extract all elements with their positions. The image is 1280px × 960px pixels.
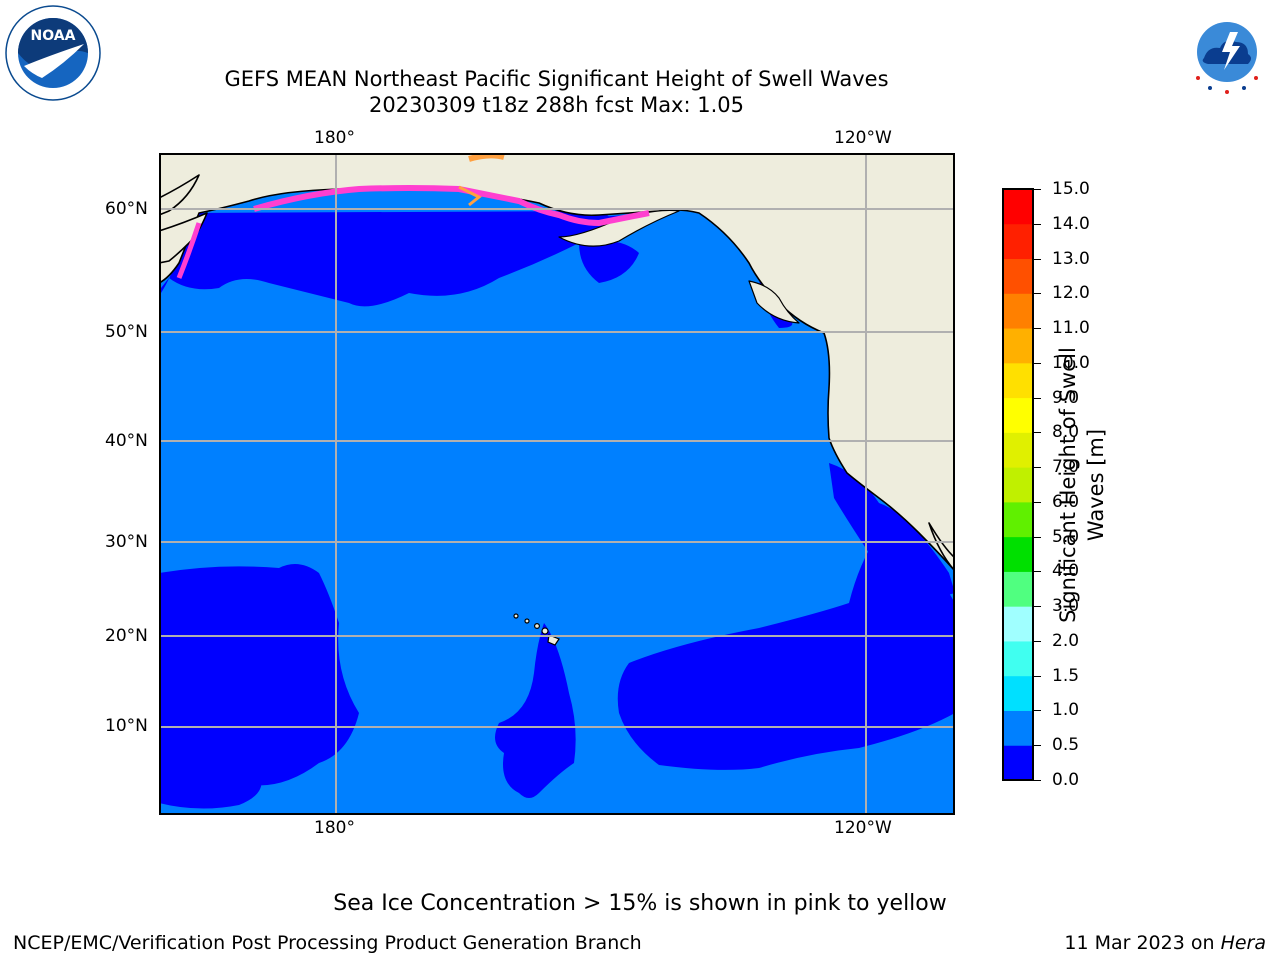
colorbar-tick-label: 0.5 [1052,735,1080,756]
colorbar-tick-label: 2.0 [1052,630,1080,651]
colorbar-swatch [1003,640,1033,677]
generation-date: 11 Mar 2023 on [1064,932,1221,954]
colorbar-tick-label: 14.0 [1052,213,1090,234]
generation-host: Hera [1220,932,1266,954]
noaa-logo-text: NOAA [31,28,76,44]
colorbar-swatch [1003,536,1033,572]
colorbar-swatch [1003,432,1033,468]
lat-label-50n: 50°N [105,322,148,342]
colorbar-tick-mark [1034,745,1041,747]
land [159,153,955,572]
colorbar-swatch [1003,467,1033,503]
nws-logo [1178,2,1276,100]
colorbar-tick-label: 1.5 [1052,665,1080,686]
lon-label-top-180: 180° [314,128,355,148]
colorbar-tick-label: 10.0 [1052,352,1090,373]
lon-label-bottom-180: 180° [314,818,355,838]
colorbar-swatch [1003,189,1033,225]
colorbar-tick-mark [1034,397,1041,399]
sea-ice-note: Sea Ice Concentration > 15% is shown in … [333,891,947,916]
colorbar-tick-mark [1034,640,1041,642]
colorbar [1002,188,1034,781]
colorbar-tick-mark [1034,536,1041,538]
colorbar-tick-label: 1.0 [1052,700,1080,721]
colorbar-swatches [1002,188,1034,781]
colorbar-tick-mark [1034,189,1041,190]
colorbar-label: Significant Height of Swell Waves [m] [1056,347,1108,623]
lat-label-40n: 40°N [105,431,148,451]
graticule [159,153,955,815]
colorbar-swatch [1003,328,1033,364]
colorbar-swatch [1003,293,1033,329]
colorbar-tick-label: 13.0 [1052,248,1090,269]
colorbar-tick-mark [1034,467,1041,469]
swell-height-map [159,153,955,815]
chart-subtitle: 20230309 t18z 288h fcst Max: 1.05 [369,93,744,117]
colorbar-swatch [1003,223,1033,260]
colorbar-swatch [1003,397,1033,433]
colorbar-tick-mark [1034,293,1041,295]
colorbar-frame [1002,188,1034,781]
colorbar-tick-mark [1034,606,1041,608]
colorbar-tick-label: 4.0 [1052,561,1080,582]
colorbar-tick-mark [1034,780,1041,781]
colorbar-swatch [1003,710,1033,746]
lon-label-top-120w: 120°W [834,128,892,148]
colorbar-tick-label: 9.0 [1052,387,1080,408]
colorbar-tick-mark [1034,675,1041,677]
colorbar-tick-label: 12.0 [1052,283,1090,304]
generation-stamp: 11 Mar 2023 on Hera [1064,931,1266,955]
colorbar-swatch [1003,675,1033,711]
colorbar-tick-mark [1034,432,1041,434]
colorbar-swatch [1003,501,1033,538]
map-panel [159,153,955,815]
colorbar-tick-label: 3.0 [1052,596,1080,617]
colorbar-swatch [1003,571,1033,607]
colorbar-tick-label: 15.0 [1052,179,1090,199]
colorbar-tick-mark [1034,362,1041,364]
colorbar-tick-label: 0.0 [1052,770,1080,790]
colorbar-tick-label: 6.0 [1052,491,1080,512]
lat-label-30n: 30°N [105,532,148,552]
colorbar-swatch [1003,258,1033,294]
producer-credit: NCEP/EMC/Verification Post Processing Pr… [13,932,642,954]
colorbar-tick-label: 7.0 [1052,457,1080,478]
colorbar-tick-mark [1034,328,1041,330]
colorbar-tick-label: 11.0 [1052,318,1090,339]
colorbar-swatch [1003,362,1033,399]
colorbar-tick-label: 5.0 [1052,526,1080,547]
colorbar-tick-label: 8.0 [1052,422,1080,443]
map-frame [159,153,955,815]
colorbar-tick-mark [1034,710,1041,712]
lat-label-60n: 60°N [105,199,148,219]
chart-title: GEFS MEAN Northeast Pacific Significant … [224,67,889,91]
colorbar-swatch [1003,606,1033,642]
colorbar-tick-mark [1034,223,1041,225]
lat-label-20n: 20°N [105,626,148,646]
lat-label-10n: 10°N [105,716,148,736]
colorbar-tick-mark [1034,571,1041,573]
sea-ice-edge [176,153,650,279]
colorbar-tick-mark [1034,258,1041,260]
lon-label-bottom-120w: 120°W [834,818,892,838]
colorbar-tick-mark [1034,501,1041,503]
hawaiian-islands [513,613,560,646]
noaa-logo: NOAA [4,4,102,102]
colorbar-swatch [1003,745,1033,781]
